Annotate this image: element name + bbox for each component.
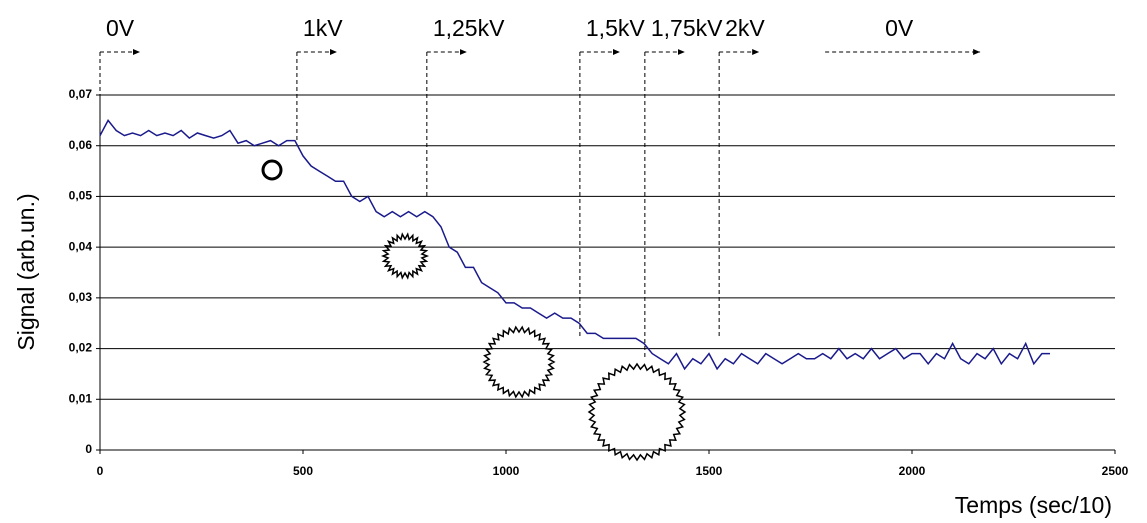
voltage-label: 0V: [106, 15, 135, 41]
y-axis-title: Signal (arb.un.): [13, 193, 39, 350]
voltage-label: 1,5kV: [586, 15, 645, 41]
y-tick-label: 0,07: [69, 87, 93, 101]
y-tick-label: 0,03: [69, 290, 93, 304]
voltage-label: 1,75kV: [651, 15, 723, 41]
y-tick-label: 0,04: [69, 239, 93, 253]
x-tick-label: 1000: [493, 464, 520, 478]
bubble: [589, 364, 685, 460]
voltage-label: 1kV: [303, 15, 343, 41]
voltage-label: 2kV: [725, 15, 765, 41]
bubble: [263, 161, 281, 179]
x-tick-label: 2500: [1102, 464, 1129, 478]
y-tick-label: 0,02: [69, 341, 93, 355]
y-tick-label: 0,05: [69, 189, 93, 203]
bubble: [383, 234, 427, 278]
y-tick-label: 0,06: [69, 138, 93, 152]
x-tick-label: 2000: [899, 464, 926, 478]
chart: Signal (arb.un.) Temps (sec/10) 0 0,01 0,0…: [0, 0, 1147, 523]
voltage-label: 1,25kV: [433, 15, 505, 41]
y-tick-label: 0: [85, 442, 92, 456]
signal-line: [100, 120, 1050, 369]
x-axis-title: Temps (sec/10): [955, 492, 1112, 518]
voltage-label: 0V: [885, 15, 914, 41]
x-tick-label: 0: [97, 464, 104, 478]
bubbles: [383, 234, 685, 460]
bubble: [484, 327, 554, 397]
x-tick-label: 500: [293, 464, 313, 478]
x-tick-label: 1500: [696, 464, 723, 478]
y-tick-label: 0,01: [69, 391, 93, 405]
